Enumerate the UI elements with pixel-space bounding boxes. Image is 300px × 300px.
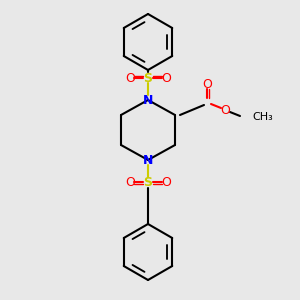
Text: S: S (143, 176, 152, 188)
Text: N: N (143, 154, 153, 166)
Text: O: O (125, 71, 135, 85)
Text: S: S (143, 71, 152, 85)
Text: CH₃: CH₃ (252, 112, 273, 122)
Text: O: O (125, 176, 135, 188)
Text: O: O (202, 79, 212, 92)
Text: N: N (143, 94, 153, 106)
Text: O: O (161, 176, 171, 188)
Text: O: O (161, 71, 171, 85)
Text: O: O (220, 103, 230, 116)
